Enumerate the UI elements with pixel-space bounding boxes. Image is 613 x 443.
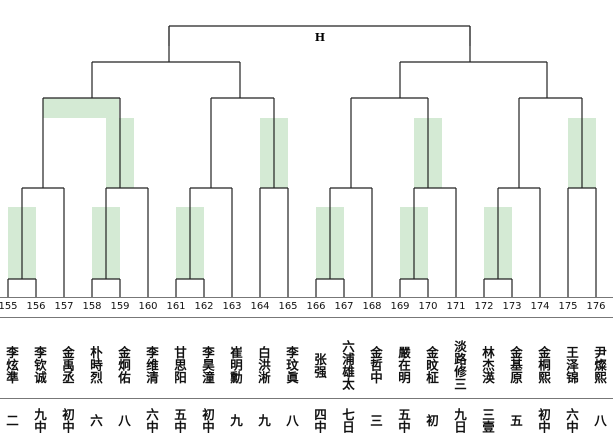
player-name: 林杰渶 <box>480 346 495 384</box>
seat-number: 169 <box>390 301 410 312</box>
player-rank: 三壹 <box>480 407 495 433</box>
player-name: 王泽锦 <box>564 346 579 384</box>
bracket-connectors <box>7 25 597 297</box>
seat-number: 168 <box>362 301 382 312</box>
player-name: 金基原 <box>508 346 523 384</box>
player-rank: 二 <box>4 413 19 427</box>
player-rank-row: 二九中 初中六八六中 五中 初中九九八四中 七日三五中初九日 三壹五初中 六中八 <box>0 400 613 440</box>
seat-number: 160 <box>138 301 158 312</box>
seat-number: 171 <box>446 301 466 312</box>
bracket-title: H <box>315 31 325 44</box>
player-rank: 八 <box>284 413 299 427</box>
player-rank: 九中 <box>32 407 47 433</box>
player-rank: 三 <box>368 413 383 427</box>
seat-number: 162 <box>194 301 214 312</box>
seat-number: 161 <box>166 301 186 312</box>
player-name: 淡路修三 <box>452 340 467 390</box>
seat-number-row: 155 156 157 158 159 160 161 162 163 164 165 166 167 1… <box>0 301 613 315</box>
seat-number: 175 <box>558 301 578 312</box>
seat-number: 158 <box>82 301 102 312</box>
player-name: 张强 <box>312 352 327 378</box>
seat-number: 156 <box>26 301 46 312</box>
player-rank: 四中 <box>312 407 327 433</box>
player-name: 金禹丞 <box>60 346 75 384</box>
player-rank: 初中 <box>60 407 75 433</box>
seat-number: 159 <box>110 301 130 312</box>
player-name: 金哲中 <box>368 346 383 384</box>
seat-number: 170 <box>418 301 438 312</box>
player-rank: 六中 <box>564 407 579 433</box>
player-rank: 五中 <box>396 407 411 433</box>
player-rank: 九 <box>228 413 243 427</box>
player-rank: 九日 <box>452 407 467 433</box>
player-name: 李玟眞 <box>284 346 299 384</box>
highlight-r3-left <box>43 98 119 118</box>
seat-number: 157 <box>54 301 74 312</box>
player-name: 金桐熙 <box>536 346 551 384</box>
seat-number: 163 <box>222 301 242 312</box>
player-rank: 六 <box>88 413 103 427</box>
player-rank: 六中 <box>144 407 159 433</box>
seat-number: 155 <box>0 301 18 312</box>
player-name: 金旼柾 <box>424 346 439 384</box>
player-name: 李昊潼 <box>200 346 215 384</box>
seat-number: 173 <box>502 301 522 312</box>
player-name: 朴時烈 <box>88 346 103 384</box>
player-name: 嚴在明 <box>396 346 411 384</box>
player-name: 六浦雄太 <box>340 340 355 390</box>
player-name: 白洪淅 <box>256 346 271 384</box>
player-rank: 五中 <box>172 407 187 433</box>
player-name: 金炯佑 <box>116 346 131 384</box>
player-rank: 八 <box>116 413 131 427</box>
seat-number: 165 <box>278 301 298 312</box>
seat-number: 174 <box>530 301 550 312</box>
player-name: 崔明勳 <box>228 346 243 384</box>
player-name: 李炫準 <box>4 346 19 384</box>
seat-number: 172 <box>474 301 494 312</box>
player-name: 尹燦熙 <box>592 346 607 384</box>
player-name: 甘思阳 <box>172 346 187 384</box>
player-rank: 九 <box>256 413 271 427</box>
player-rank: 初中 <box>536 407 551 433</box>
seat-number: 176 <box>586 301 606 312</box>
seat-number: 164 <box>250 301 270 312</box>
divider-top <box>0 297 613 298</box>
seat-number: 166 <box>306 301 326 312</box>
divider-low <box>0 398 613 399</box>
player-rank: 八 <box>592 413 607 427</box>
player-name-row: 李炫準 李钦诚 金禹丞 朴時烈 金炯佑 李维清 甘思阳 李昊潼 崔明勳 白洪淅 李玟眞 张强 六浦雄太金… <box>0 330 613 400</box>
player-rank: 初中 <box>200 407 215 433</box>
player-name: 李钦诚 <box>32 346 47 384</box>
player-rank: 初 <box>424 413 439 427</box>
seat-number: 167 <box>334 301 354 312</box>
player-rank: 五 <box>508 413 523 427</box>
player-rank: 七日 <box>340 407 355 433</box>
player-name: 李维清 <box>144 346 159 384</box>
divider-mid <box>0 317 613 318</box>
